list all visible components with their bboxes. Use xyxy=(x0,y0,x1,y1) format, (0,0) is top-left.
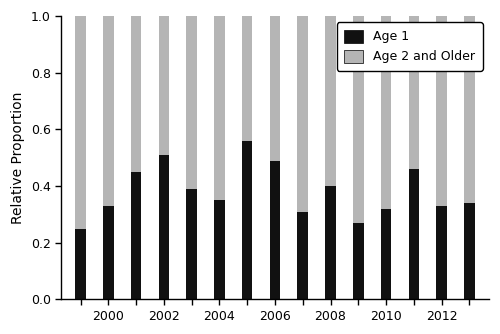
Bar xyxy=(158,155,169,300)
Bar xyxy=(103,206,114,300)
Bar xyxy=(408,169,419,300)
Bar xyxy=(408,16,419,169)
Bar xyxy=(214,200,224,300)
Bar xyxy=(381,209,392,300)
Bar xyxy=(214,16,224,200)
Bar xyxy=(353,223,364,300)
Bar xyxy=(270,16,280,161)
Bar xyxy=(131,16,141,172)
Bar xyxy=(298,16,308,212)
Bar xyxy=(436,16,447,206)
Bar xyxy=(242,141,252,300)
Bar xyxy=(131,172,141,300)
Bar xyxy=(186,16,197,189)
Bar xyxy=(186,189,197,300)
Bar xyxy=(76,229,86,300)
Y-axis label: Relative Proportion: Relative Proportion xyxy=(11,92,25,224)
Bar xyxy=(326,16,336,186)
Legend: Age 1, Age 2 and Older: Age 1, Age 2 and Older xyxy=(337,22,482,71)
Bar xyxy=(464,16,474,203)
Bar xyxy=(464,203,474,300)
Bar xyxy=(353,16,364,223)
Bar xyxy=(76,16,86,229)
Bar xyxy=(298,212,308,300)
Bar xyxy=(381,16,392,209)
Bar xyxy=(436,206,447,300)
Bar xyxy=(103,16,114,206)
Bar xyxy=(242,16,252,141)
Bar xyxy=(326,186,336,300)
Bar xyxy=(158,16,169,155)
Bar xyxy=(270,161,280,300)
